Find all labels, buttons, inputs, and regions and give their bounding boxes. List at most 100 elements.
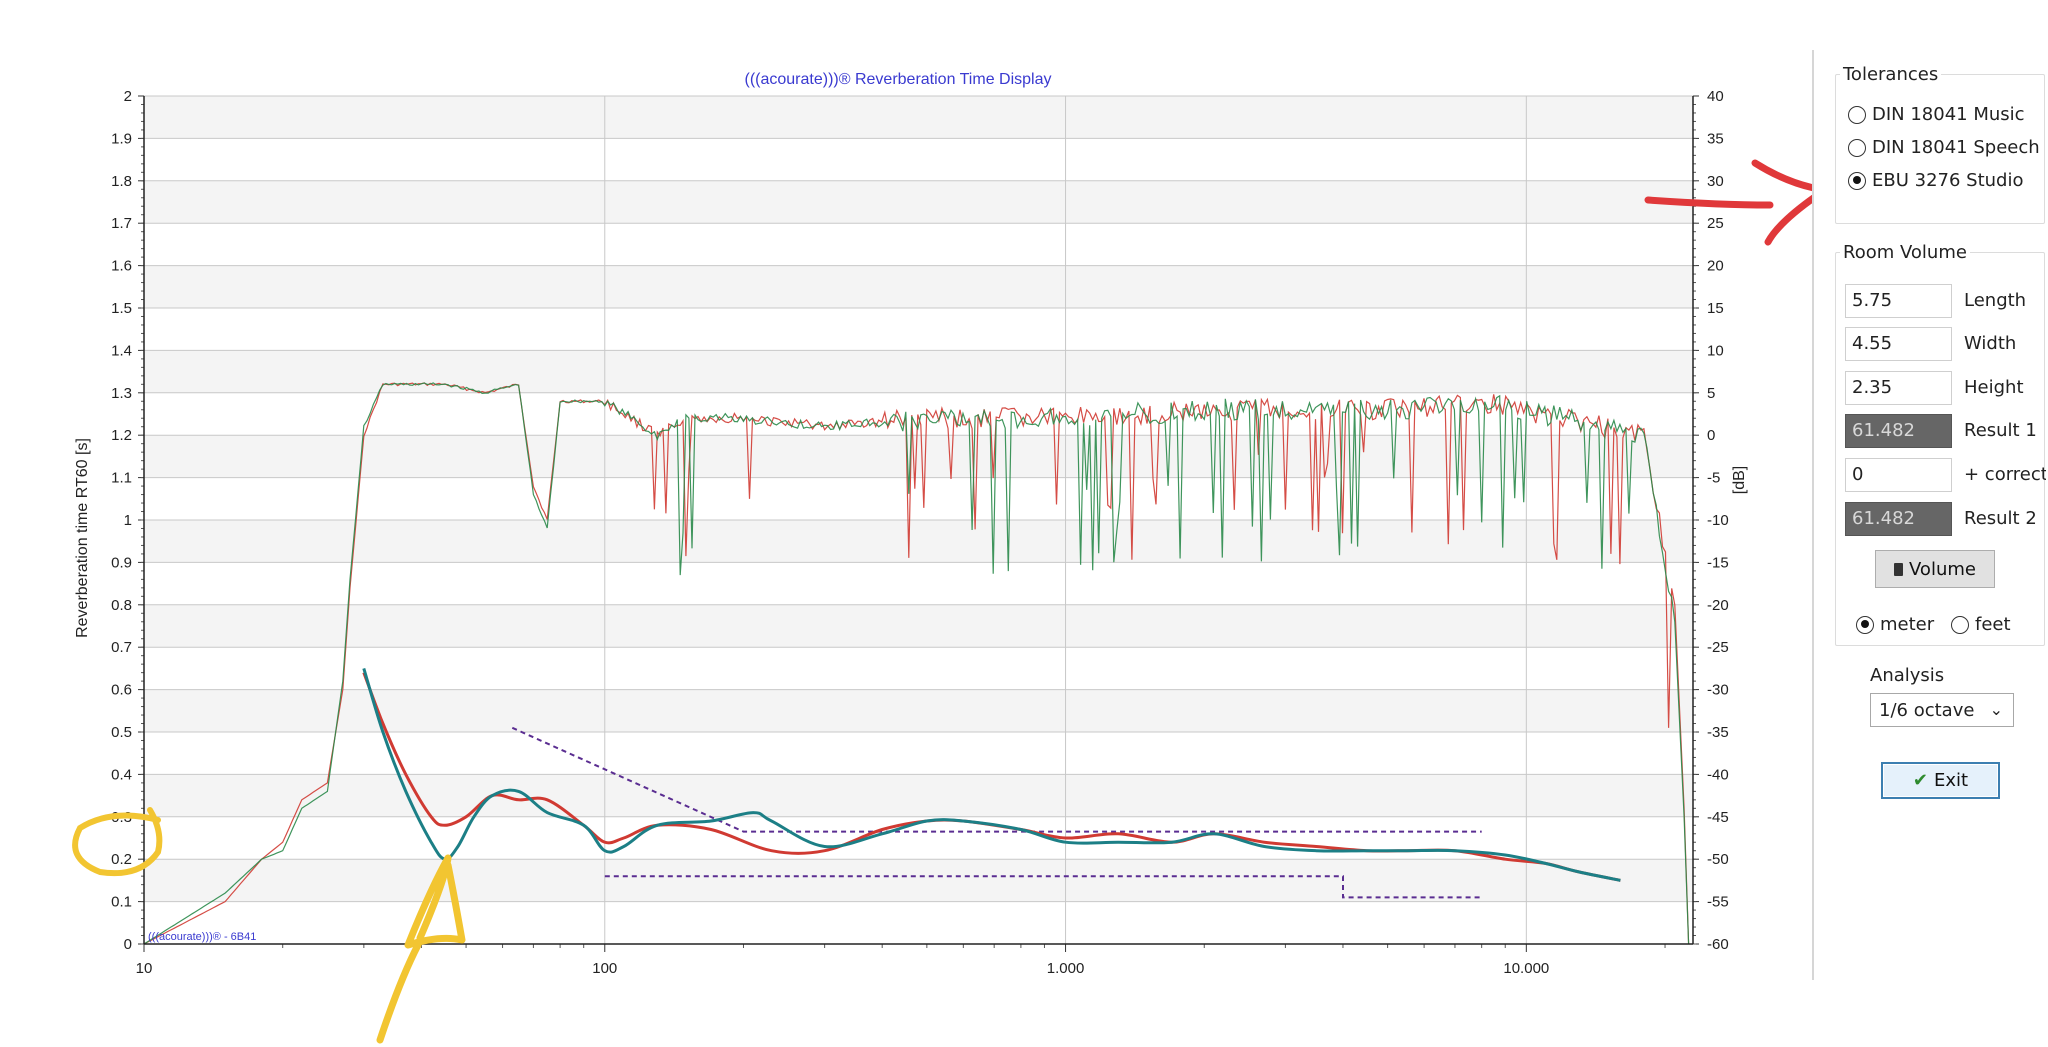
- band: [144, 689, 1693, 732]
- radio-feet[interactable]: feet: [1951, 614, 2011, 635]
- annotations: [72, 159, 1812, 1044]
- rt60-chart: 0 -600.1 -550.2 -500.3 -450.4 -400.5 -350.6 -30…: [72, 71, 1812, 1044]
- radio-ebu-studio-label: EBU 3276 Studio: [1872, 170, 2024, 191]
- y2-tick-label: 30: [1707, 173, 1724, 190]
- radio-meter[interactable]: meter: [1856, 614, 1934, 635]
- spectrum-line: [143, 382, 1690, 945]
- radio-ebu-studio[interactable]: EBU 3276 Studio: [1848, 170, 2044, 191]
- y2-tick-label: -5: [1707, 470, 1720, 487]
- y-tick-label: 2: [124, 88, 132, 105]
- chart-grid: [143, 95, 1693, 945]
- y2-tick-label: -20: [1707, 597, 1729, 614]
- band: [144, 265, 1693, 308]
- radio-meter-indicator[interactable]: [1856, 615, 1874, 634]
- room-volume-legend: Room Volume: [1843, 242, 1967, 263]
- radio-din-music-indicator[interactable]: [1848, 105, 1866, 124]
- y-tick-label: 1.7: [111, 215, 132, 232]
- y2-tick-label: -60: [1707, 936, 1729, 953]
- correct-label: + correct: [1964, 464, 2046, 485]
- band: [144, 350, 1693, 393]
- y2-tick-label: -10: [1707, 512, 1729, 529]
- width-label: Width: [1964, 333, 2017, 354]
- radio-feet-label: feet: [1975, 614, 2011, 635]
- calculator-icon: [1894, 562, 1904, 576]
- y-tick-label: 0.1: [111, 894, 132, 911]
- volume-button-label: Volume: [1909, 558, 1976, 580]
- tolerances-legend: Tolerances: [1843, 64, 1939, 85]
- y-tick-label: 0.2: [111, 851, 132, 868]
- y-tick-label: 0: [124, 936, 132, 953]
- band: [144, 774, 1693, 817]
- y2-tick-label: 35: [1707, 130, 1724, 147]
- room-volume-group: Room Volume: [1835, 242, 2045, 646]
- y-tick-label: 0.9: [111, 554, 132, 571]
- y-tick-label: 0.7: [111, 639, 132, 656]
- red-arrow-annotation: [1644, 159, 1812, 246]
- y2-tick-label: -45: [1707, 809, 1729, 826]
- y-tick-label: 1: [124, 512, 132, 529]
- band: [144, 435, 1693, 478]
- y2-tick-label: -55: [1707, 894, 1729, 911]
- radio-feet-indicator[interactable]: [1951, 615, 1969, 634]
- y2-axis-label: [dB]: [1731, 466, 1748, 494]
- x-tick-label: 10.000: [1503, 960, 1549, 977]
- exit-button-label: Exit: [1934, 770, 1969, 791]
- x-tick-label: 100: [592, 960, 617, 977]
- radio-din-speech[interactable]: DIN 18041 Speech: [1848, 137, 2044, 158]
- band: [144, 180, 1693, 224]
- yellow-circle-annotation: [72, 807, 163, 877]
- radio-ebu-studio-indicator[interactable]: [1848, 171, 1866, 190]
- y2-tick-label: -15: [1707, 554, 1729, 571]
- rt60-line: [362, 667, 1621, 882]
- tick-labels: 0 -600.1 -550.2 -500.3 -450.4 -400.5 -350.6 -30…: [111, 88, 1729, 977]
- band: [144, 520, 1693, 563]
- analysis-select[interactable]: 1/6 octave ⌄: [1870, 693, 2014, 727]
- y-tick-label: 1.5: [111, 300, 132, 317]
- radio-din-music[interactable]: DIN 18041 Music: [1848, 104, 2044, 125]
- y2-tick-label: -40: [1707, 766, 1729, 783]
- chart-bands: [144, 96, 1693, 902]
- radio-din-speech-indicator[interactable]: [1848, 138, 1866, 157]
- spectrum-curves: [143, 382, 1690, 945]
- tolerances-group: Tolerances: [1835, 64, 2045, 224]
- band: [144, 859, 1693, 902]
- y-tick-label: 1.8: [111, 173, 132, 190]
- y-tick-label: 0.4: [111, 766, 132, 783]
- length-input[interactable]: 5.75: [1845, 284, 1952, 318]
- volume-button[interactable]: Volume: [1875, 550, 1995, 588]
- y-tick-label: 0.6: [111, 682, 132, 699]
- y-tick-label: 1.6: [111, 258, 132, 275]
- y-axis-label: Reverberation time RT60 [s]: [74, 438, 91, 638]
- x-tick-label: 10: [136, 960, 153, 977]
- tolerance-lines: [511, 726, 1482, 899]
- y2-tick-label: 0: [1707, 427, 1715, 444]
- y-tick-label: 1.3: [111, 385, 132, 402]
- height-label: Height: [1964, 377, 2024, 398]
- radio-din-music-label: DIN 18041 Music: [1872, 104, 2025, 125]
- panel-separator: [1812, 50, 1814, 980]
- radio-meter-label: meter: [1880, 614, 1935, 635]
- y2-tick-label: -35: [1707, 724, 1729, 741]
- y2-tick-label: 40: [1707, 88, 1724, 105]
- result2-label: Result 2: [1964, 508, 2037, 529]
- tolerance-lower-line: [604, 875, 1482, 899]
- result1-field: 61.482: [1845, 414, 1952, 448]
- y2-tick-label: 5: [1707, 385, 1715, 402]
- width-input[interactable]: 4.55: [1845, 327, 1952, 361]
- y-tick-label: 1.4: [111, 342, 132, 359]
- y-tick-label: 0.8: [111, 597, 132, 614]
- radio-din-speech-label: DIN 18041 Speech: [1872, 137, 2040, 158]
- correct-input[interactable]: 0: [1845, 458, 1952, 492]
- analysis-label: Analysis: [1870, 665, 1945, 686]
- chart-watermark: (((acourate)))® - 6B41: [148, 931, 256, 943]
- result1-label: Result 1: [1964, 420, 2037, 441]
- band: [144, 96, 1693, 139]
- chart-axes: [138, 95, 1699, 952]
- analysis-select-value: 1/6 octave: [1879, 699, 1975, 721]
- rt60-curves: [362, 667, 1621, 882]
- y-tick-label: 1.2: [111, 427, 132, 444]
- height-input[interactable]: 2.35: [1845, 371, 1952, 405]
- exit-button[interactable]: ✔ Exit: [1881, 762, 2000, 799]
- checkmark-icon: ✔: [1912, 770, 1928, 791]
- result2-field: 61.482: [1845, 502, 1952, 536]
